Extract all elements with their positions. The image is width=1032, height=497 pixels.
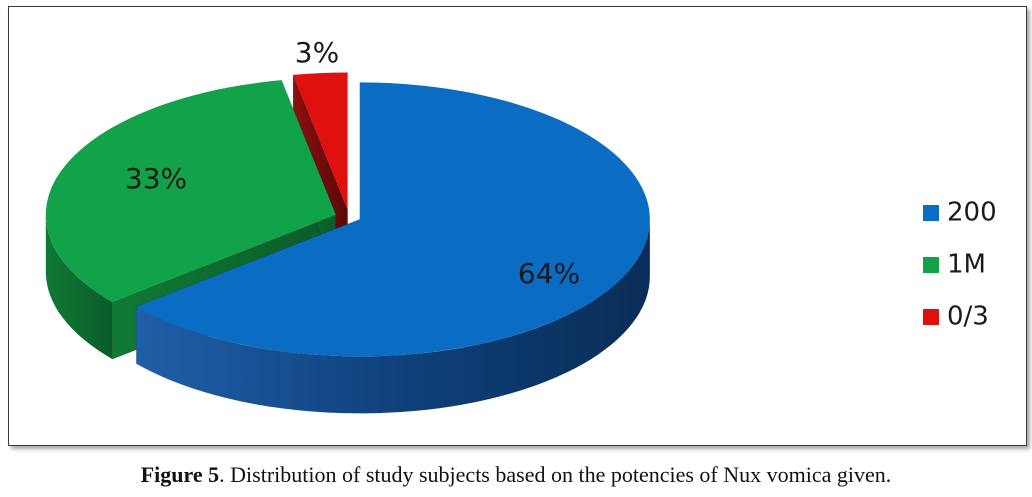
legend-item-200-label: 200 (947, 198, 997, 228)
legend-item-1m: 1M (923, 250, 986, 280)
pie-chart: 64% 33% 3% 200 1M 0/3 (45, 36, 997, 414)
legend-item-0-3: 0/3 (923, 302, 989, 332)
legend-item-1m-swatch (923, 257, 939, 273)
caption-label: Figure 5 (140, 462, 220, 487)
caption-text: . Distribution of study subjects based o… (219, 462, 892, 487)
data-label-200: 64% (518, 257, 580, 290)
chart-frame: 64% 33% 3% 200 1M 0/3 (8, 6, 1027, 446)
legend-item-0-3-label: 0/3 (947, 302, 989, 332)
slice-200-side (136, 219, 650, 414)
legend-item-200: 200 (923, 198, 997, 228)
legend: 200 1M 0/3 (923, 198, 997, 332)
legend-item-200-swatch (923, 205, 939, 221)
legend-item-0-3-swatch (923, 309, 939, 325)
slice-200-top (136, 82, 650, 357)
figure-caption: Figure 5. Distribution of study subjects… (0, 462, 1032, 488)
data-label-0-3: 3% (295, 36, 339, 69)
legend-item-1m-label: 1M (947, 250, 986, 280)
slice-0-3-top (293, 72, 348, 210)
slice-1m-top (45, 80, 336, 303)
slice-1m-side (45, 214, 113, 360)
data-label-1m: 33% (125, 162, 187, 195)
slice-200 (136, 82, 650, 414)
